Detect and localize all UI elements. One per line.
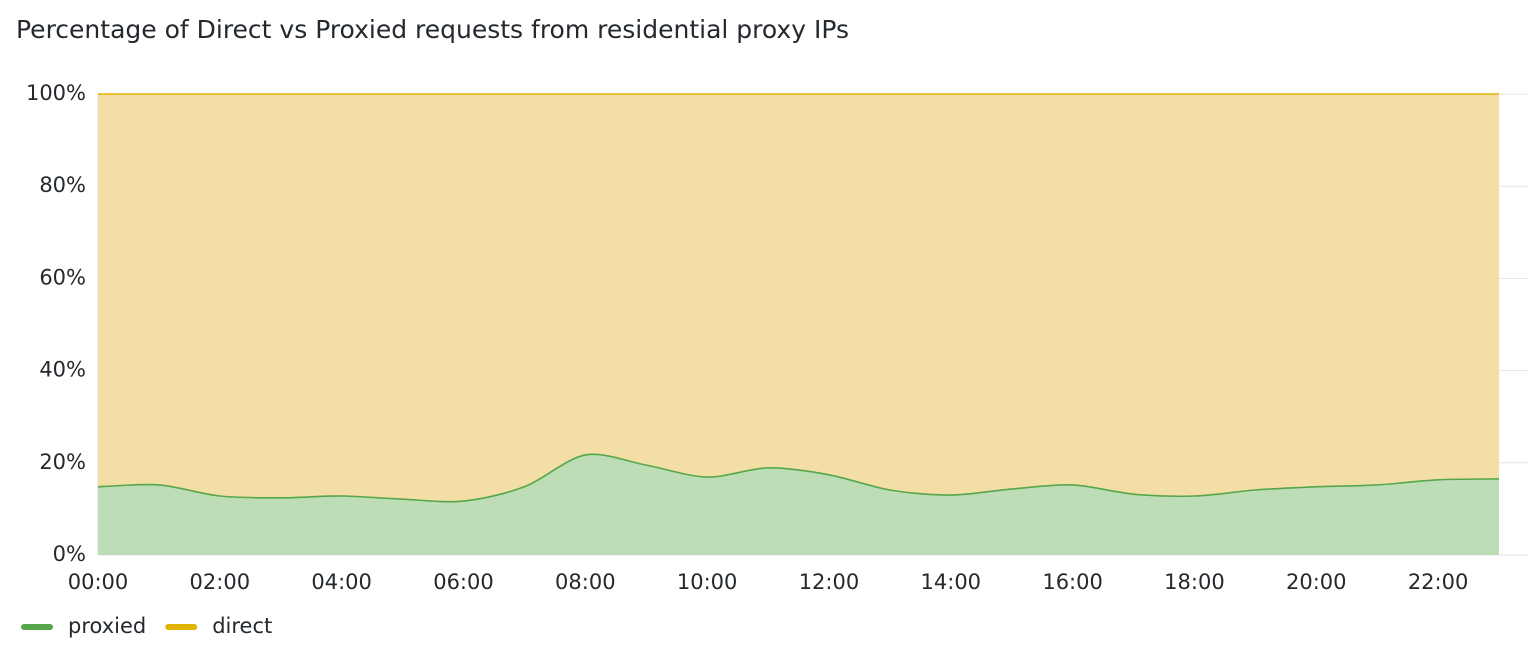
x-tick-label: 08:00: [555, 570, 616, 594]
legend: proxied direct: [21, 614, 272, 638]
y-tick-label: 80%: [39, 173, 86, 197]
plot: [97, 93, 1500, 555]
x-tick-label: 02:00: [190, 570, 251, 594]
legend-label: proxied: [68, 614, 146, 638]
y-tick-label: 20%: [39, 450, 86, 474]
area: [98, 94, 1499, 502]
x-tick-label: 10:00: [677, 570, 738, 594]
y-tick-label: 60%: [39, 265, 86, 289]
axes: 0% 20% 40% 60% 80% 100% 00:00 02:00 04:00 06:00 08…: [26, 81, 1468, 594]
line: [97, 453, 1500, 503]
x-tick-label: 22:00: [1408, 570, 1469, 594]
x-tick-label: 00:00: [68, 570, 129, 594]
chart-title: Percentage of Direct vs Proxied requests…: [16, 15, 849, 44]
legend-label: direct: [212, 614, 272, 638]
y-tick-label: 100%: [26, 81, 86, 105]
x-tick-label: 12:00: [799, 570, 860, 594]
y-tick-label: 0%: [53, 542, 86, 566]
x-tick-label: 14:00: [921, 570, 982, 594]
x-tick-label: 18:00: [1164, 570, 1225, 594]
x-tick-label: 06:00: [433, 570, 494, 594]
y-tick-label: 40%: [39, 358, 86, 382]
x-tick-label: 16:00: [1042, 570, 1103, 594]
x-tick-label: 04:00: [311, 570, 372, 594]
area: [98, 454, 1499, 555]
x-tick-label: 20:00: [1286, 570, 1347, 594]
